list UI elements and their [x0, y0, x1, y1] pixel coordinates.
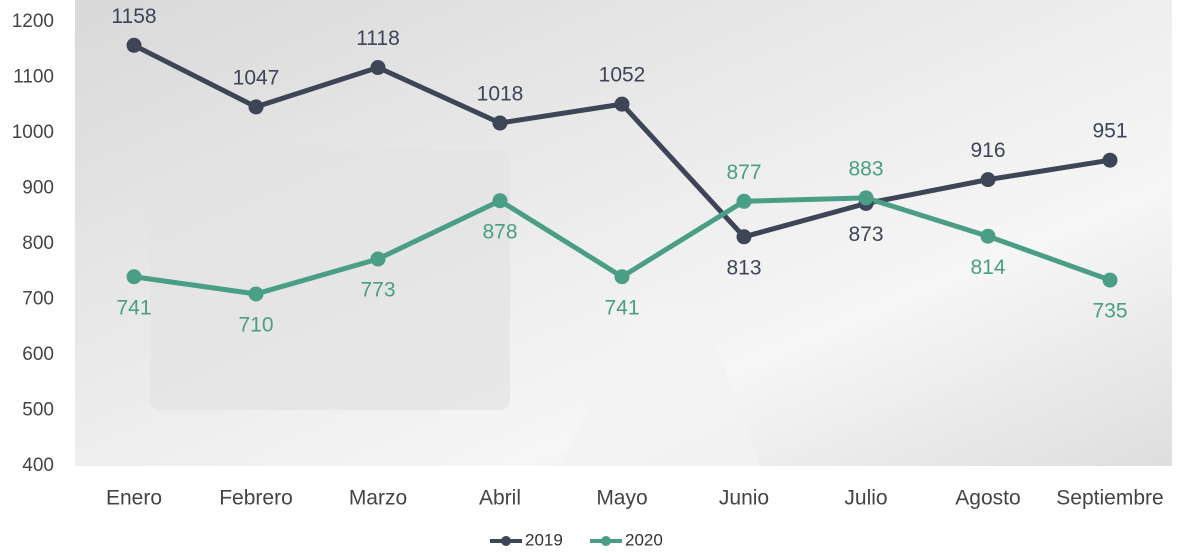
data-point — [126, 37, 142, 53]
data-label: 710 — [238, 313, 273, 336]
data-point — [248, 286, 264, 302]
legend-marker — [601, 536, 611, 546]
data-label: 916 — [970, 139, 1005, 162]
data-point — [736, 229, 752, 245]
data-label: 1018 — [477, 83, 524, 106]
road — [560, 300, 760, 466]
data-point — [126, 269, 142, 285]
x-tick-label: Septiembre — [1056, 487, 1163, 510]
data-label: 878 — [482, 220, 517, 243]
data-point — [1102, 152, 1118, 168]
x-tick-label: Enero — [106, 487, 162, 510]
data-point — [858, 190, 874, 206]
y-tick-label: 1100 — [13, 67, 54, 88]
data-point — [492, 193, 508, 209]
x-tick-label: Marzo — [349, 487, 407, 510]
data-label: 741 — [604, 296, 639, 319]
y-tick-label: 400 — [22, 455, 54, 476]
y-tick-label: 900 — [22, 178, 54, 199]
data-point — [980, 172, 996, 188]
data-label: 873 — [848, 223, 883, 246]
y-tick-label: 1200 — [12, 11, 54, 32]
data-label: 1052 — [599, 64, 646, 87]
data-label: 814 — [970, 256, 1005, 279]
data-point — [736, 193, 752, 209]
legend-label: 2019 — [525, 530, 563, 549]
x-tick-label: Junio — [719, 487, 769, 510]
data-point — [370, 251, 386, 267]
y-tick-label: 700 — [22, 289, 54, 310]
data-point — [1102, 272, 1118, 288]
data-label: 1047 — [233, 66, 280, 89]
y-tick-label: 600 — [22, 344, 54, 365]
data-label: 1118 — [356, 27, 400, 50]
y-tick-label: 500 — [22, 400, 54, 421]
data-point — [248, 99, 264, 115]
data-label: 951 — [1092, 120, 1127, 143]
x-tick-label: Mayo — [596, 487, 647, 510]
data-label: 877 — [726, 161, 761, 184]
data-label: 1158 — [111, 5, 156, 28]
data-label: 773 — [360, 279, 395, 302]
x-tick-label: Abril — [479, 487, 521, 510]
legend-marker — [501, 536, 511, 546]
data-point — [980, 228, 996, 244]
y-tick-label: 1000 — [12, 122, 54, 143]
truck-silhouette — [150, 150, 510, 410]
data-point — [370, 60, 386, 76]
x-tick-label: Agosto — [955, 487, 1020, 510]
x-tick-label: Febrero — [219, 487, 293, 510]
data-point — [614, 269, 630, 285]
data-label: 741 — [116, 296, 151, 319]
data-label: 883 — [848, 157, 883, 180]
x-tick-label: Julio — [844, 487, 887, 510]
data-label: 813 — [726, 256, 761, 279]
data-point — [614, 96, 630, 112]
legend-label: 2020 — [625, 530, 663, 549]
data-label: 735 — [1092, 300, 1127, 323]
data-point — [492, 115, 508, 131]
y-tick-label: 800 — [22, 233, 54, 254]
